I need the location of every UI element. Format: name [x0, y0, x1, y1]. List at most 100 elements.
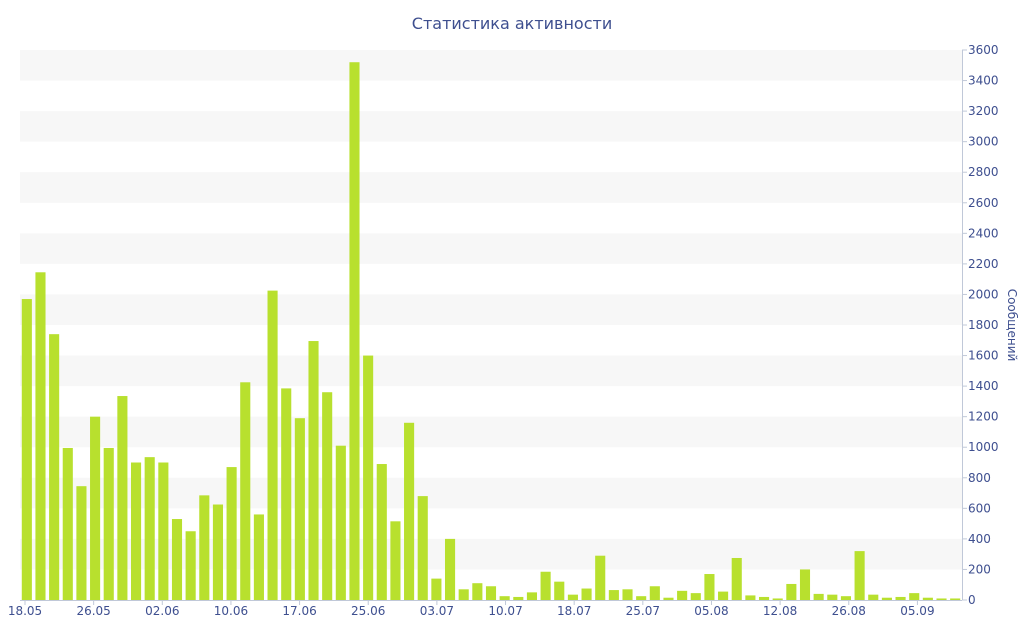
bar: [663, 597, 674, 600]
y-tick-label: 2000: [968, 287, 999, 301]
bar: [281, 388, 292, 600]
bar: [731, 557, 742, 600]
bar: [827, 594, 838, 600]
bar: [376, 464, 387, 600]
grid-band: [20, 111, 962, 142]
bar: [49, 334, 60, 600]
bar: [308, 341, 319, 600]
x-tick-label: 25.07: [626, 604, 660, 618]
x-tick-label: 05.09: [900, 604, 934, 618]
bar: [472, 583, 483, 600]
grid-bands: [20, 50, 962, 570]
y-tick-label: 400: [968, 532, 991, 546]
bar: [431, 578, 442, 600]
x-tick-label: 12.08: [763, 604, 797, 618]
bar: [786, 583, 797, 600]
bar: [499, 596, 510, 600]
bar: [540, 571, 551, 600]
bar: [322, 392, 333, 600]
bar: [390, 521, 401, 600]
y-tick-label: 3200: [968, 104, 999, 118]
x-tick-label: 02.06: [145, 604, 179, 618]
bar: [895, 596, 906, 600]
bar: [62, 447, 73, 600]
bar: [458, 589, 469, 600]
y-tick-label: 1200: [968, 410, 999, 424]
bar: [185, 531, 196, 600]
x-tick-label: 03.07: [420, 604, 454, 618]
y-tick-label: 0: [968, 593, 976, 607]
grid-band: [20, 416, 962, 448]
bar: [117, 396, 128, 600]
bar: [868, 594, 879, 600]
x-tick-label: 05.08: [694, 604, 728, 618]
bar: [267, 290, 278, 600]
bar: [758, 596, 770, 600]
y-tick-label: 200: [968, 562, 991, 576]
y-tick-label: 3000: [968, 135, 999, 149]
grid-band: [20, 294, 962, 325]
y-tick-label: 1600: [968, 349, 999, 363]
bar: [854, 551, 865, 600]
bar: [690, 593, 701, 600]
bar: [485, 586, 497, 600]
bar: [718, 591, 729, 600]
y-axis: 0 200 400 600 800 1000 1200 1400 1600 1800 2000 220…: [962, 43, 999, 607]
bar: [349, 62, 360, 600]
bar: [90, 416, 101, 600]
bar: [76, 486, 87, 600]
bar: [840, 596, 852, 600]
bar: [199, 495, 210, 600]
bar: [404, 422, 415, 600]
bar: [567, 594, 578, 600]
grid-band: [20, 50, 962, 81]
bar: [212, 504, 224, 600]
bar: [130, 462, 142, 600]
bar: [554, 581, 565, 600]
bar: [21, 299, 32, 600]
bar: [813, 593, 824, 600]
bar: [294, 418, 305, 600]
bar: [35, 272, 46, 600]
bar: [704, 574, 715, 600]
bar: [677, 590, 688, 600]
bar: [909, 593, 920, 600]
y-tick-label: 3400: [968, 74, 999, 88]
bar: [936, 598, 947, 600]
bar: [363, 355, 374, 600]
bar: [253, 514, 264, 600]
bar: [444, 538, 456, 600]
chart-title: Статистика активности: [411, 14, 613, 33]
x-tick-label: 18.05: [8, 604, 42, 618]
bar: [171, 519, 183, 600]
bar: [417, 496, 428, 600]
y-tick-label: 3600: [968, 43, 999, 57]
bar: [950, 598, 961, 600]
x-tick-label: 25.06: [351, 604, 385, 618]
y-tick-label: 800: [968, 471, 991, 485]
y-tick-label: 2600: [968, 196, 999, 210]
bar: [103, 447, 114, 600]
bar: [922, 597, 933, 600]
grid-band: [20, 172, 962, 203]
x-tick-label: 18.07: [557, 604, 591, 618]
y-tick-label: 2400: [968, 226, 999, 240]
y-tick-label: 2200: [968, 257, 999, 271]
y-tick-label: 1000: [968, 440, 999, 454]
x-tick-label: 26.08: [832, 604, 866, 618]
bar: [595, 555, 606, 600]
bar: [513, 596, 524, 600]
bar: [636, 596, 647, 600]
x-tick-label: 26.05: [76, 604, 110, 618]
bar: [799, 569, 811, 600]
bar: [608, 590, 619, 600]
grid-band: [20, 355, 962, 387]
bar: [881, 597, 892, 600]
y-tick-label: 600: [968, 501, 991, 515]
bar: [745, 595, 756, 600]
bar: [335, 445, 346, 600]
bar: [772, 598, 783, 600]
y-tick-label: 1400: [968, 379, 999, 393]
x-tick-label: 17.06: [282, 604, 316, 618]
